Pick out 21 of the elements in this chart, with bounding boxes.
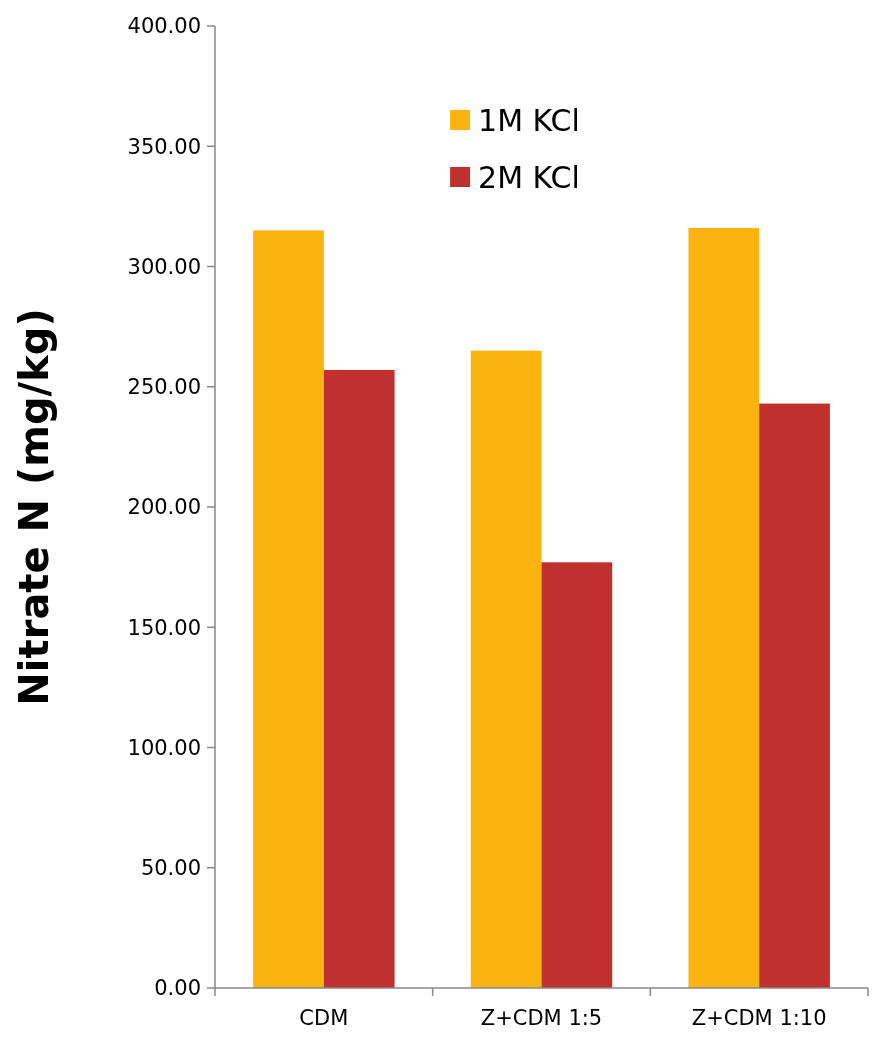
x-tick-label: CDM	[299, 1006, 349, 1031]
x-tick-label: Z+CDM 1:5	[480, 1006, 603, 1031]
y-tick-label: 50.00	[140, 856, 201, 881]
bar	[688, 228, 760, 988]
y-axis-title: Nitrate N (mg/kg)	[11, 308, 57, 706]
y-tick-label: 400.00	[127, 14, 201, 39]
y-tick-label: 0.00	[154, 976, 201, 1001]
y-tick-label: 350.00	[127, 134, 201, 159]
y-tick-label: 200.00	[127, 495, 201, 520]
bar	[323, 369, 395, 988]
y-tick-label: 150.00	[127, 615, 201, 640]
y-tick-label: 100.00	[127, 735, 201, 760]
bar	[253, 230, 324, 988]
bar	[541, 562, 613, 988]
legend-label: 1M KCl	[478, 102, 580, 138]
legend-label: 2M KCl	[478, 159, 580, 195]
y-tick-label: 250.00	[127, 375, 201, 400]
bar	[759, 403, 830, 988]
x-tick-label: Z+CDM 1:10	[691, 1006, 827, 1031]
bar	[470, 350, 542, 988]
y-tick-label: 300.00	[127, 254, 201, 279]
